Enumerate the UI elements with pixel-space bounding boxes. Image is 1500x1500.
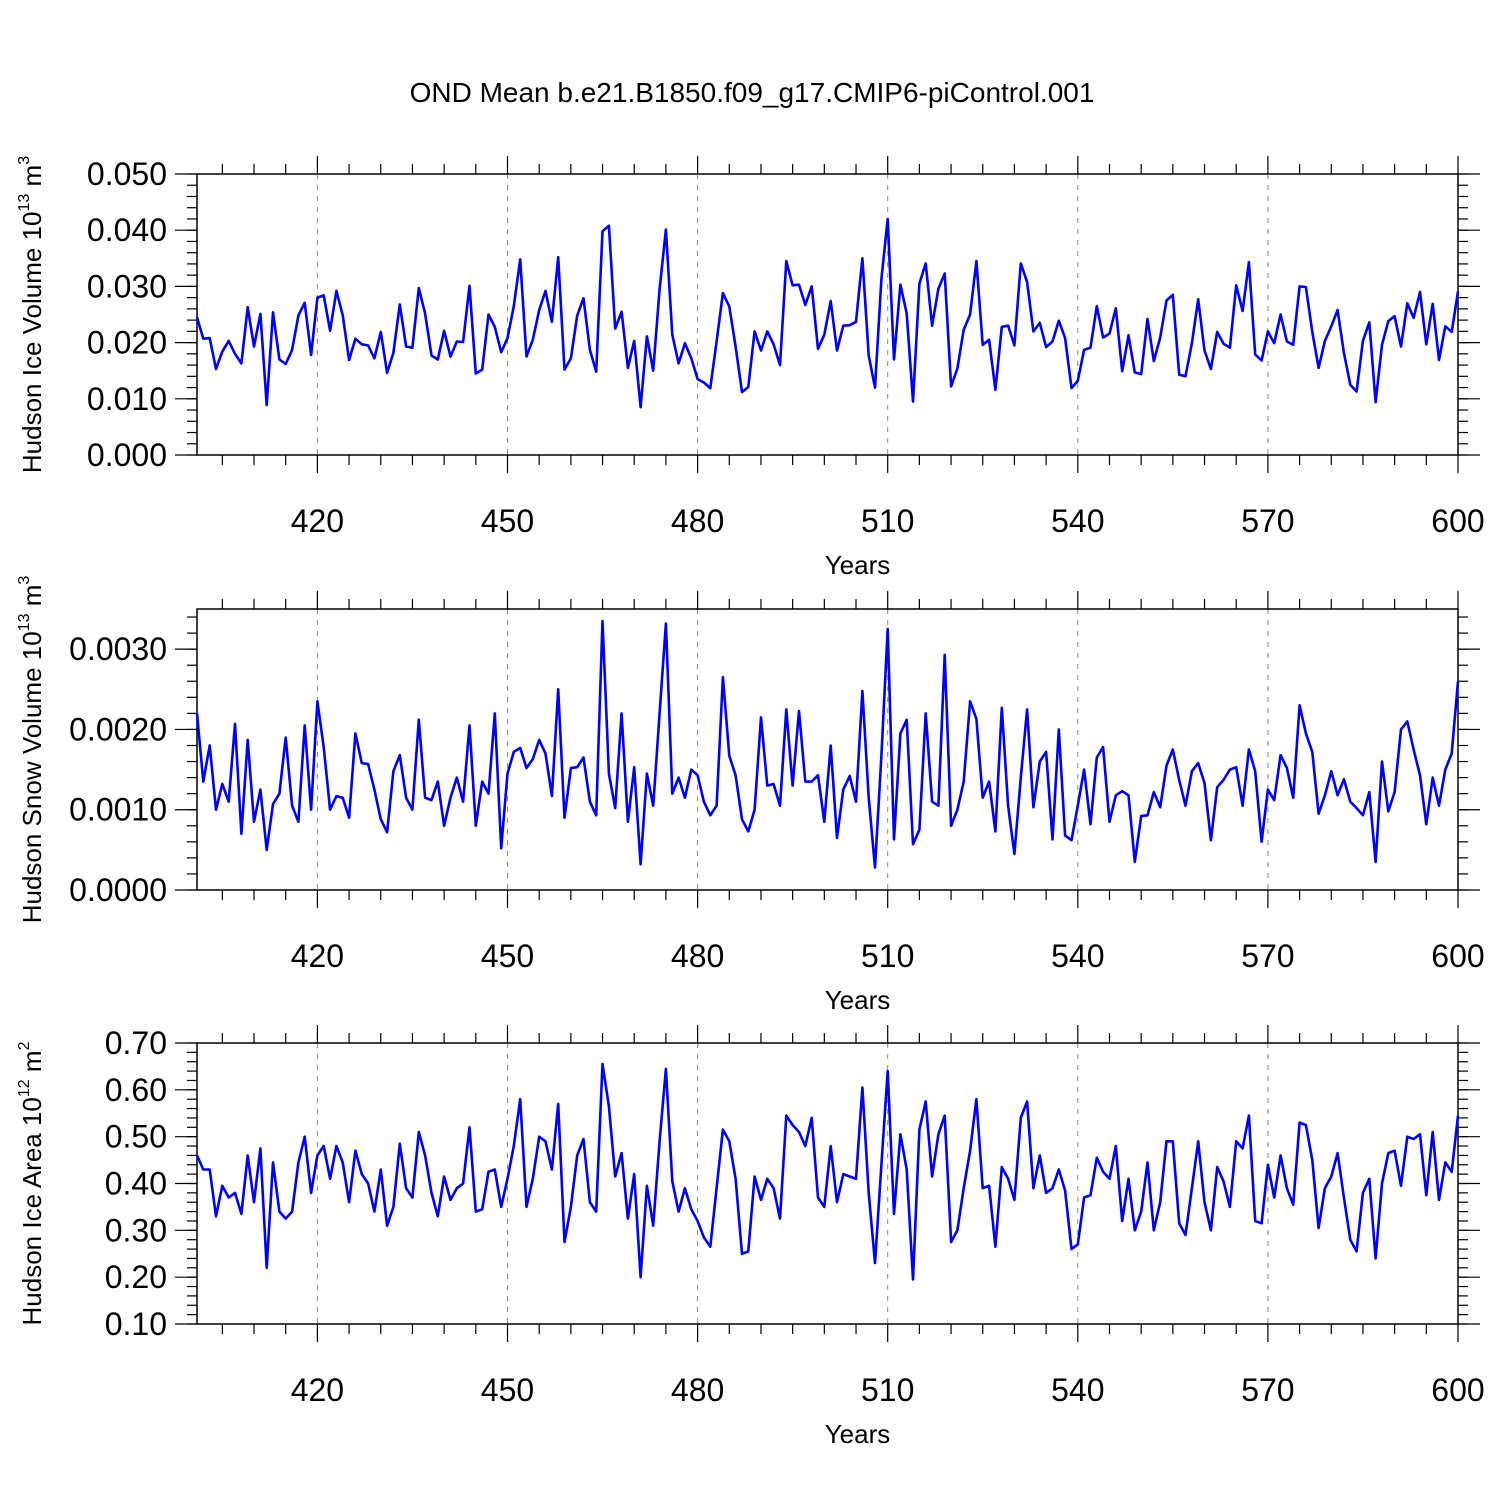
y-axis-label-part: 13 (16, 613, 33, 631)
x-axis-label: Years (825, 1419, 891, 1449)
y-tick-label: 0.0000 (69, 872, 167, 908)
y-tick-label: 0.010 (87, 381, 167, 417)
y-axis-label-part: m (17, 585, 47, 614)
x-tick-label: 420 (291, 938, 344, 974)
y-tick-label: 0.0030 (69, 631, 167, 667)
x-tick-label: 600 (1431, 1372, 1484, 1408)
y-tick-label: 0.20 (105, 1259, 167, 1295)
x-tick-label: 510 (861, 503, 914, 539)
y-axis-label-part: m (17, 165, 47, 194)
x-tick-label: 540 (1051, 503, 1104, 539)
x-tick-label: 570 (1241, 1372, 1294, 1408)
y-axis-label: Hudson Ice Volume 1013 m3 (16, 156, 47, 473)
y-tick-label: 0.0010 (69, 792, 167, 828)
y-tick-label: 0.40 (105, 1166, 167, 1202)
y-axis-label-part: Hudson Ice Area 10 (17, 1097, 47, 1325)
x-tick-label: 510 (861, 938, 914, 974)
x-tick-label: 570 (1241, 938, 1294, 974)
y-tick-label: 0.050 (87, 156, 167, 192)
x-tick-label: 450 (481, 503, 534, 539)
series-line (195, 1062, 1460, 1281)
x-tick-label: 570 (1241, 503, 1294, 539)
x-tick-label: 540 (1051, 1372, 1104, 1408)
x-tick-label: 600 (1431, 938, 1484, 974)
y-tick-label: 0.020 (87, 325, 167, 361)
y-axis-label: Hudson Ice Area 1012 m2 (16, 1041, 47, 1325)
x-tick-label: 450 (481, 938, 534, 974)
y-tick-label: 0.000 (87, 437, 167, 473)
x-tick-label: 420 (291, 503, 344, 539)
y-tick-label: 0.30 (105, 1212, 167, 1248)
y-axis-label-part: Hudson Ice Volume 10 (17, 211, 47, 473)
y-axis-label-part: m (17, 1050, 47, 1079)
chart-title: OND Mean b.e21.B1850.f09_g17.CMIP6-piCon… (410, 77, 1095, 108)
x-axis-label: Years (825, 550, 891, 580)
y-tick-label: 0.040 (87, 212, 167, 248)
panel-3: 420 450 480 510 540 570 600 Years 0.10 0.20 0.30 0.… (16, 1025, 1485, 1449)
x-tick-label: 420 (291, 1372, 344, 1408)
plot-frame (196, 608, 1459, 891)
x-tick-label: 480 (671, 938, 724, 974)
y-tick-label: 0.0020 (69, 711, 167, 747)
x-axis-label: Years (825, 985, 891, 1015)
y-axis-label-part: 13 (16, 194, 33, 212)
series-line (195, 217, 1460, 409)
x-tick-label: 450 (481, 1372, 534, 1408)
y-axis-label-part: 3 (16, 156, 33, 165)
x-tick-label: 540 (1051, 938, 1104, 974)
y-axis-label-part: 3 (16, 576, 33, 585)
x-tick-label: 510 (861, 1372, 914, 1408)
y-axis-label: Hudson Snow Volume 1013 m3 (16, 576, 47, 924)
y-axis-label-part: 2 (16, 1041, 33, 1050)
panel-2: 420 450 480 510 540 570 600 Years 0.0000 0.0010 0.… (16, 576, 1485, 1015)
y-tick-label: 0.50 (105, 1119, 167, 1155)
y-tick-label: 0.70 (105, 1025, 167, 1061)
chart-panels: 420 450 480 510 540 570 600 Years 0.000 0.010 0.02… (16, 156, 1485, 1449)
x-tick-label: 480 (671, 1372, 724, 1408)
plot-frame (196, 173, 1459, 456)
x-tick-label: 600 (1431, 503, 1484, 539)
y-axis-label-part: 12 (16, 1079, 33, 1097)
panel-1: 420 450 480 510 540 570 600 Years 0.000 0.010 0.02… (16, 156, 1485, 580)
y-tick-label: 0.10 (105, 1306, 167, 1342)
y-axis-label-part: Hudson Snow Volume 10 (17, 631, 47, 923)
series-line (195, 619, 1460, 869)
x-tick-label: 480 (671, 503, 724, 539)
y-tick-label: 0.030 (87, 268, 167, 304)
y-tick-label: 0.60 (105, 1072, 167, 1108)
